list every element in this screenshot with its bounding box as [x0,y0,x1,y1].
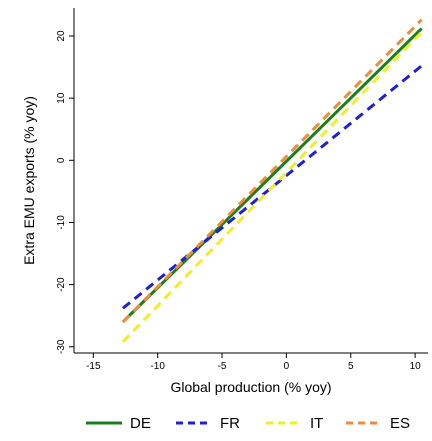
series-line-es [121,18,423,323]
x-tick-label: -5 [218,361,227,372]
x-tick-label: -15 [86,361,101,372]
y-tick-label: 10 [56,92,67,104]
legend-label-fr: FR [220,415,240,432]
y-tick-label: 0 [56,157,67,163]
x-tick-label: -10 [150,361,165,372]
legend-label-it: IT [310,415,323,432]
x-tick-label: 0 [284,361,290,372]
axes: -15 -10 -5 0 5 10 -30 -20 -10 0 10 20 [56,8,428,372]
legend: DE FR IT ES [86,415,410,432]
legend-label-es: ES [390,415,410,432]
y-tick-label: -10 [56,215,67,230]
x-axis-title: Global production (% yoy) [170,379,331,395]
y-tick-label: -20 [56,277,67,292]
series-line-de [121,27,423,323]
series-line-it [121,31,423,343]
y-axis-title: Extra EMU exports (% yoy) [21,96,37,265]
y-tick-label: 20 [56,30,67,42]
y-tick-label: -30 [56,339,67,354]
x-tick-label: 10 [410,361,422,372]
legend-label-de: DE [130,415,151,432]
series-lines [121,18,423,343]
x-tick-label: 5 [348,361,354,372]
series-line-fr [121,64,423,310]
